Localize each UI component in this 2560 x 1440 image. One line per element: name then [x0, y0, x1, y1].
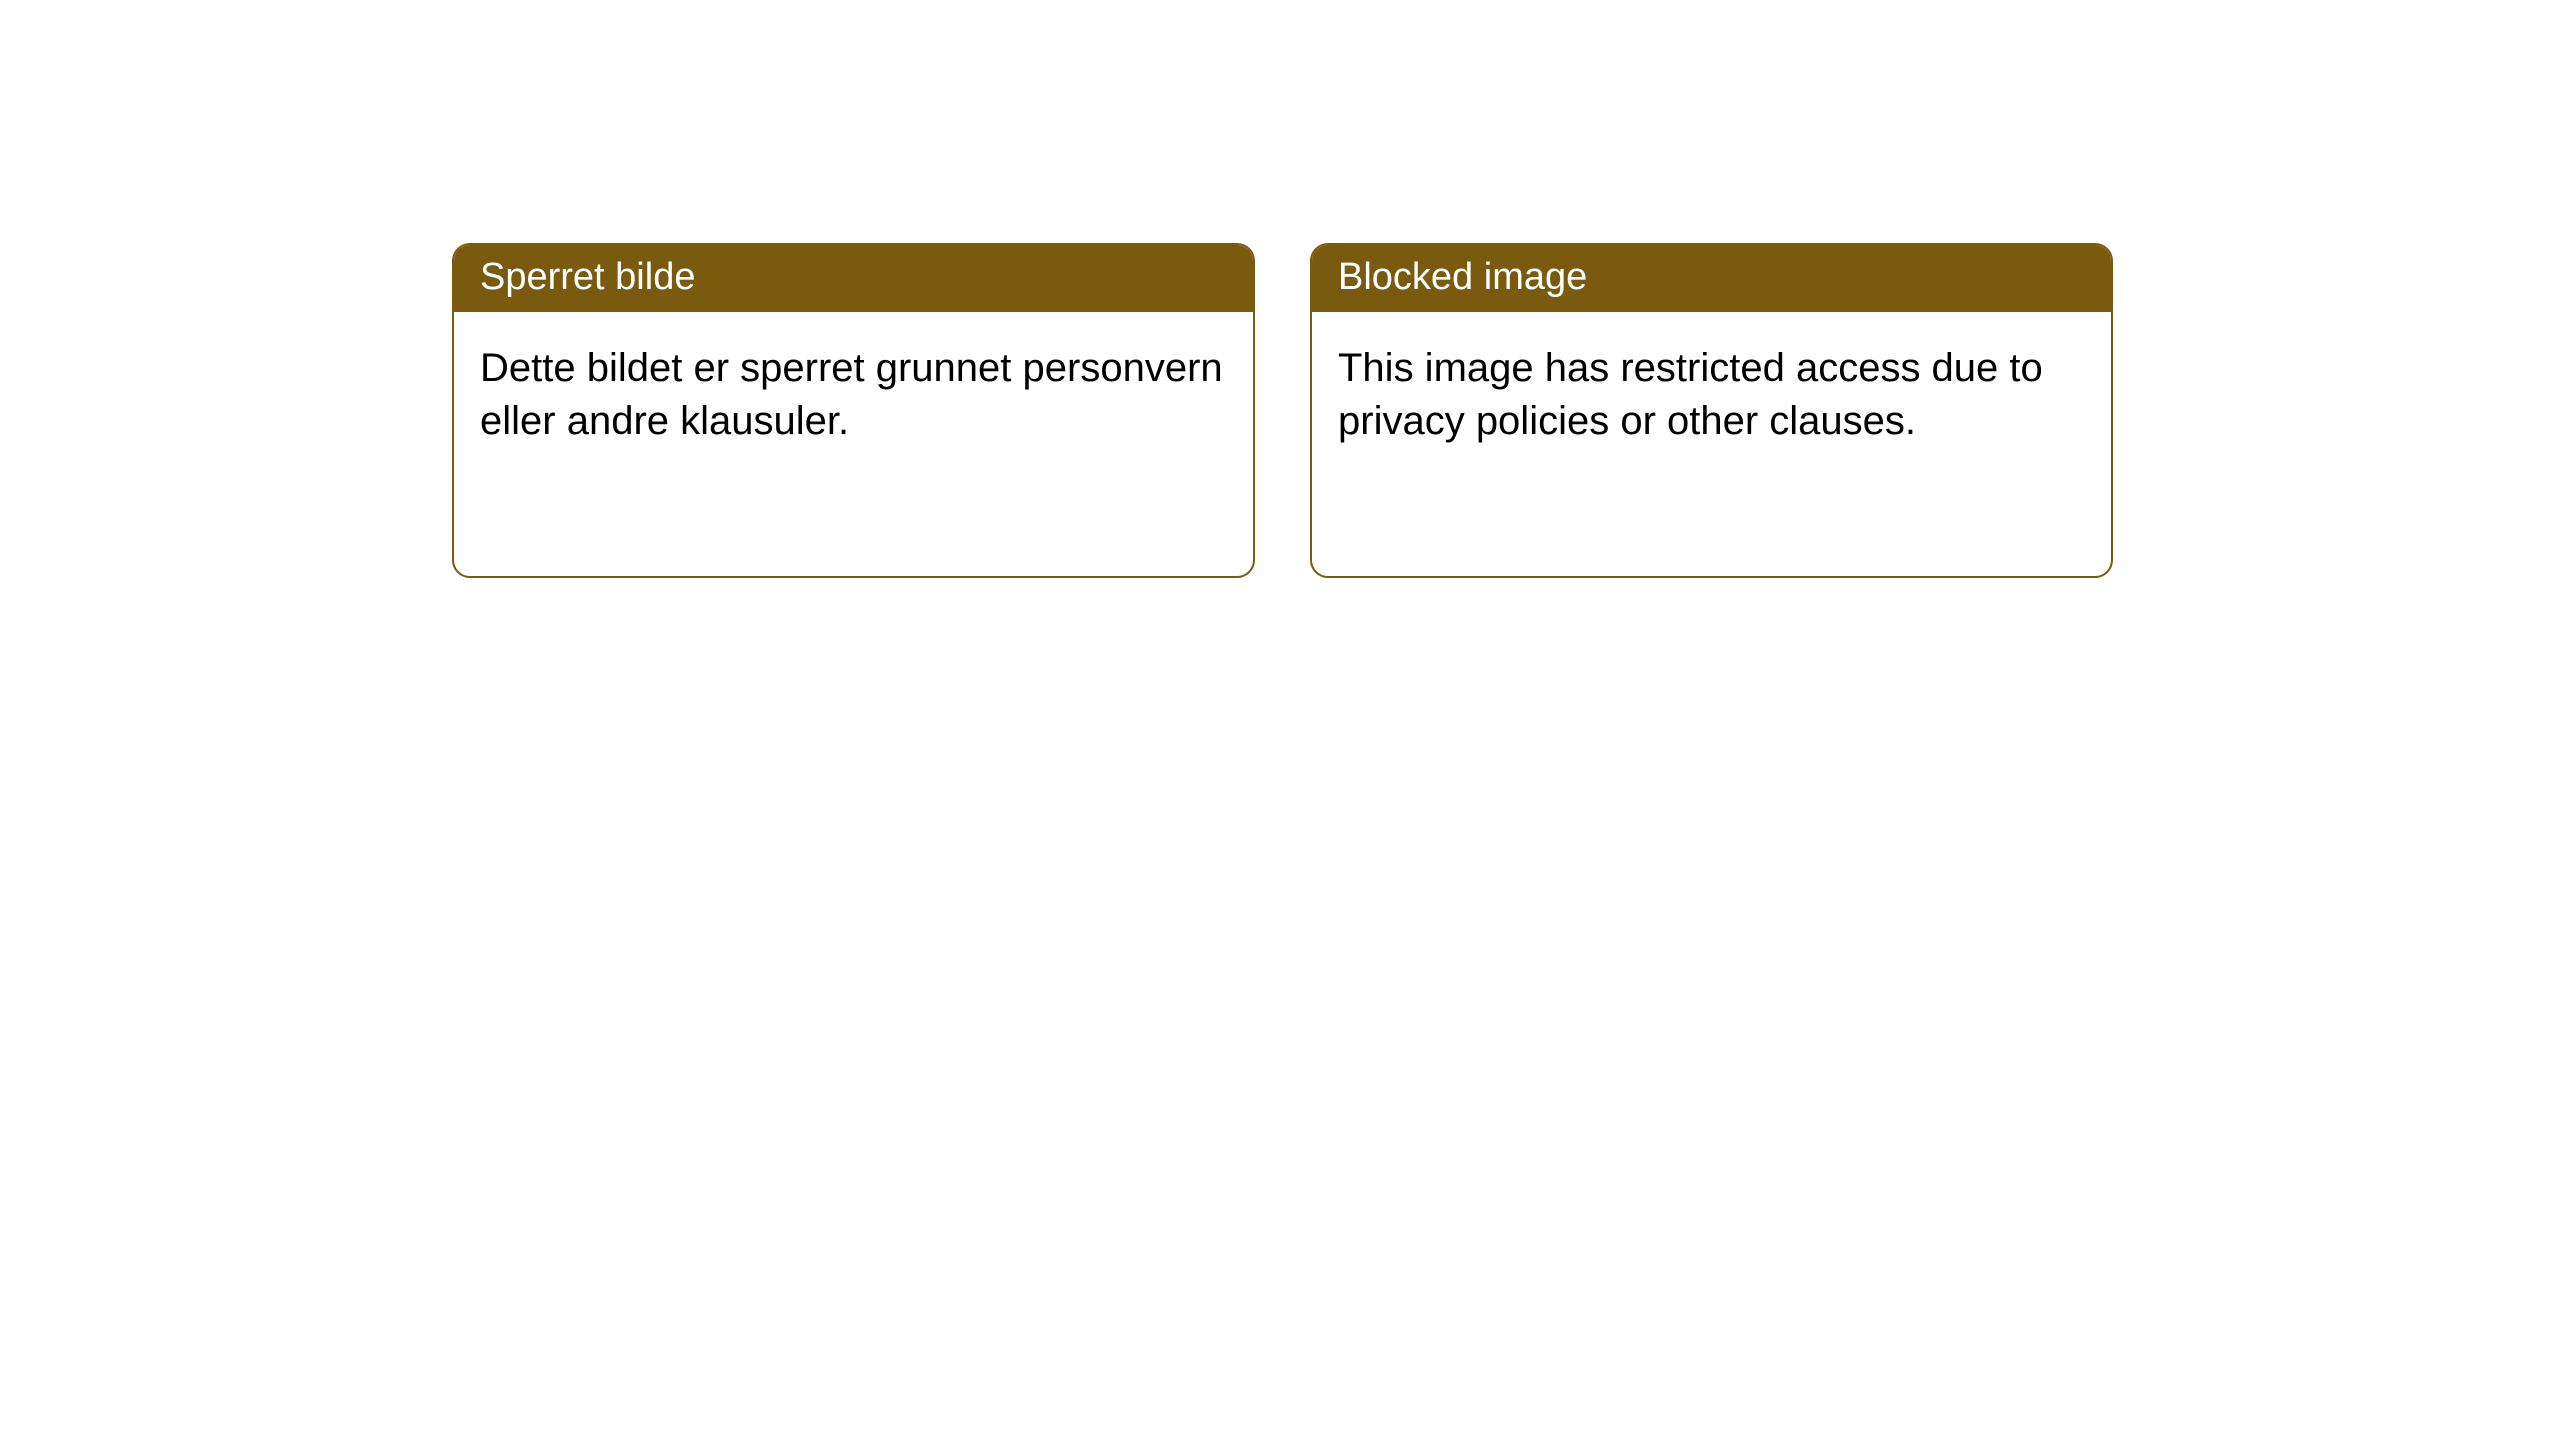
notice-box-norwegian: Sperret bilde Dette bildet er sperret gr…: [452, 243, 1255, 578]
notice-box-english: Blocked image This image has restricted …: [1310, 243, 2113, 578]
notice-header-english: Blocked image: [1312, 245, 2111, 312]
notice-container: Sperret bilde Dette bildet er sperret gr…: [0, 0, 2560, 578]
notice-header-norwegian: Sperret bilde: [454, 245, 1253, 312]
notice-body-norwegian: Dette bildet er sperret grunnet personve…: [454, 312, 1253, 478]
notice-body-english: This image has restricted access due to …: [1312, 312, 2111, 478]
